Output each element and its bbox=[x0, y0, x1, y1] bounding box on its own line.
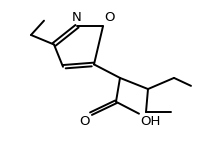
Text: O: O bbox=[80, 115, 90, 128]
Text: OH: OH bbox=[140, 115, 160, 128]
Text: O: O bbox=[104, 11, 114, 24]
Text: N: N bbox=[72, 11, 82, 24]
